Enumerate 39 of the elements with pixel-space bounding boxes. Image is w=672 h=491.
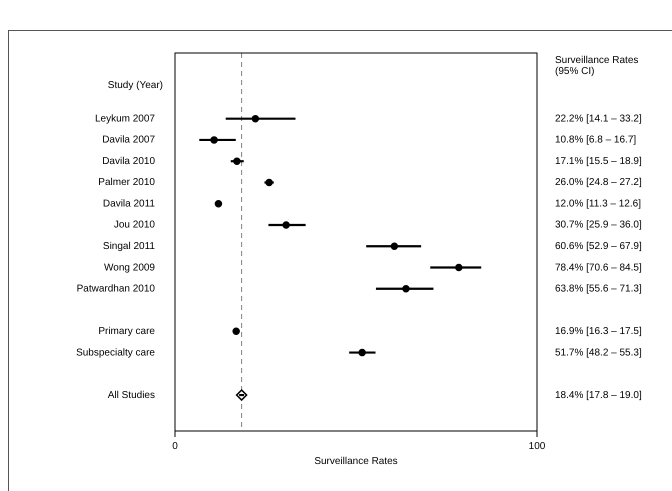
y-tick-label: Davila 2007 [102,134,156,146]
text: 60.6% [52.9 – 67.9] [555,241,642,252]
y-tick-label: Subspecialty care [76,347,156,358]
bar [349,351,376,354]
y-tick-label: Leykum 2007 [94,113,156,124]
text: 18.4% [17.8 – 19.0] [555,390,642,401]
y-tick-label: Wong 2009 [104,262,156,274]
text: 16.9% [16.3 – 17.5] [555,326,642,338]
bar [376,288,434,290]
text: 51.7% [48.2 – 55.3] [555,347,642,358]
x-tick-label: 100 [528,440,546,452]
bar [366,245,422,248]
text: 22.2% [14.1 – 33.2] [555,113,642,124]
bar [268,224,306,226]
bar [264,181,274,184]
y-tick-label: Davila 2011 [102,198,156,210]
y-tick-label: Palmer 2010 [98,177,156,188]
text: 30.7% [25.9 – 36.0] [555,220,642,231]
bar [199,138,236,142]
text: Study (Year) [108,80,163,91]
bar [230,160,244,162]
bar [226,118,296,120]
y-tick-label: Singal 2011 [102,241,156,252]
y-tick-label: Jou 2010 [114,220,156,231]
text: 26.0% [24.8 – 27.2] [555,177,642,188]
y-tick-label: Primary care [98,326,156,338]
x-tick-label: 0 [172,440,178,452]
y-tick-label: Patwardhan 2010 [76,284,156,295]
text: 10.8% [6.8 – 16.7] [555,134,636,146]
x-axis-title: Surveillance Rates [314,456,398,467]
bar [430,266,482,269]
y-tick-label: Davila 2010 [102,156,156,167]
y-tick-label: All Studies [108,390,155,401]
text: 12.0% [11.3 – 12.6] [555,198,642,210]
point [214,200,222,208]
text: 17.1% [15.5 – 18.9] [555,156,642,167]
text: 78.4% [70.6 – 84.5] [555,262,642,274]
text: 63.8% [55.6 – 71.3] [555,284,642,295]
text: Surveillance Rates (95% CI) [555,55,640,77]
